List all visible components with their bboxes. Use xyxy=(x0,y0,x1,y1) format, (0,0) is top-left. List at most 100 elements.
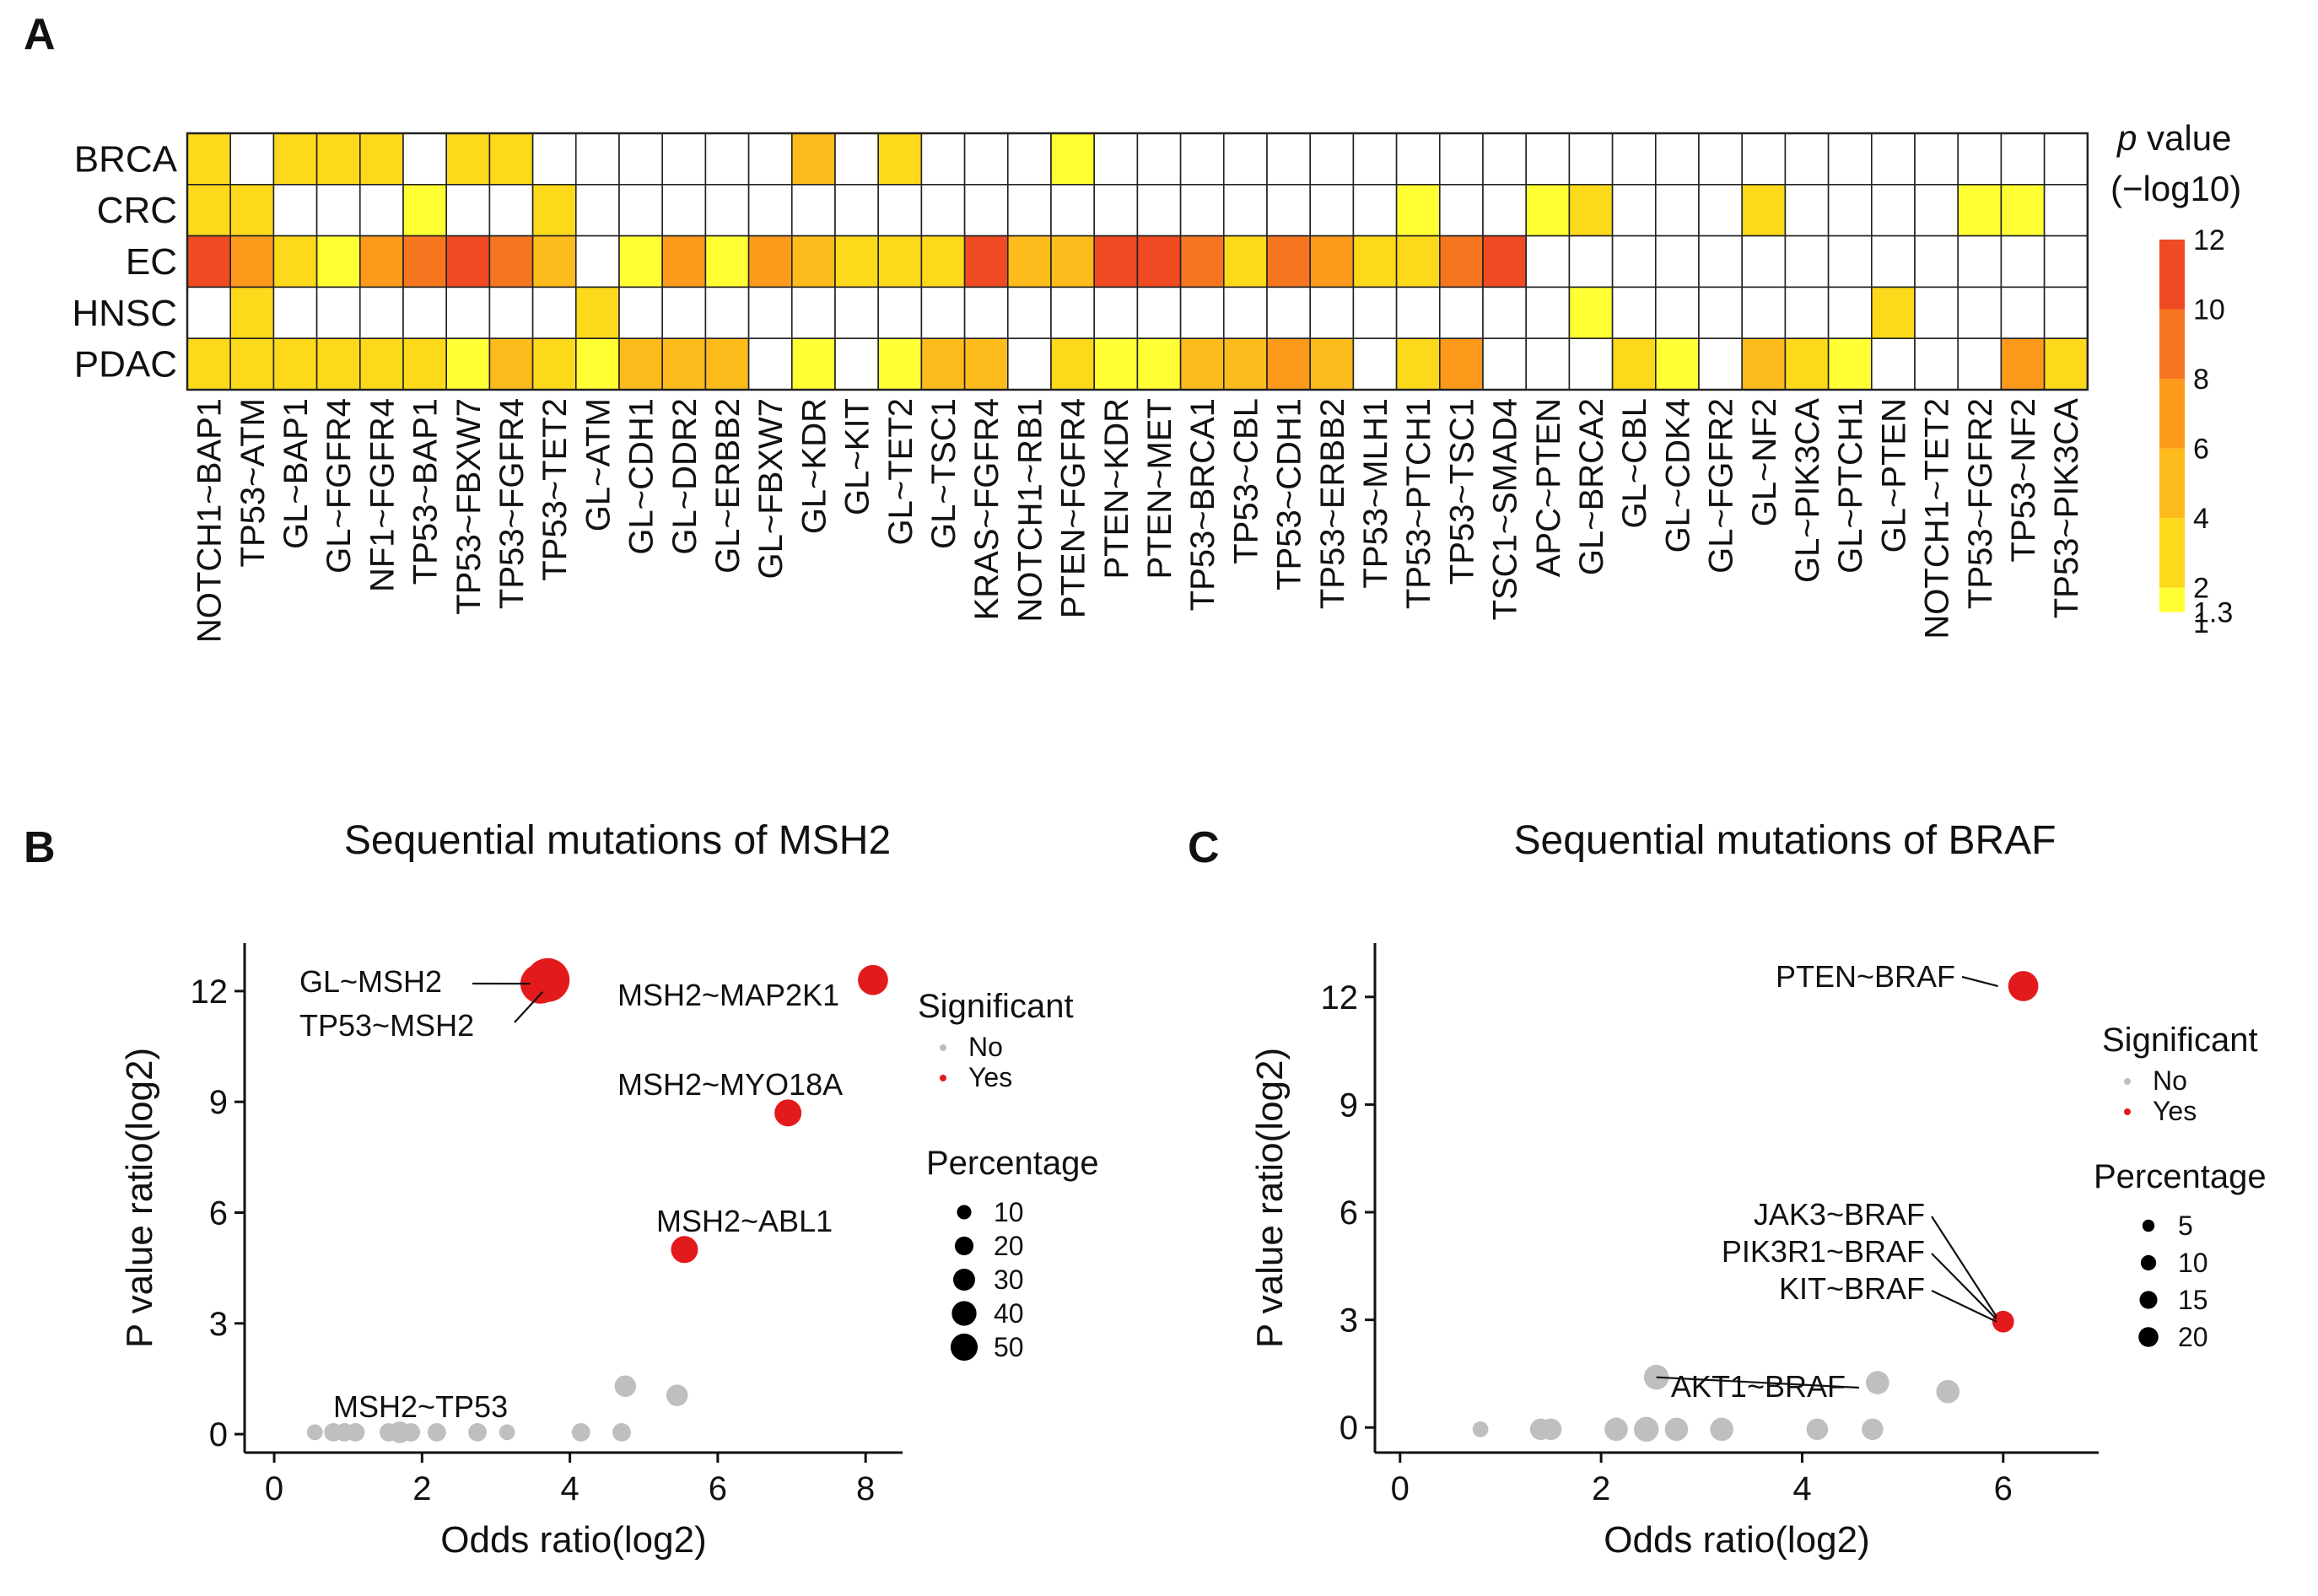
x-tick-label: 4 xyxy=(560,1470,579,1507)
heatmap-cell-crc-33 xyxy=(1611,184,1657,237)
heatmap-cell-ec-18 xyxy=(963,235,1009,288)
heatmap-cell-crc-16 xyxy=(877,184,923,237)
x-tick-label: 4 xyxy=(1792,1470,1811,1507)
heatmap-column-label: GL~CDH1 xyxy=(623,398,660,555)
legend-tick-label: 8 xyxy=(2193,364,2209,396)
heatmap-cell-pdac-6 xyxy=(445,337,491,391)
legend-significance-label: No xyxy=(2153,1065,2187,1096)
heatmap-cell-hnsc-30 xyxy=(1482,286,1528,339)
legend-tick-label: 6 xyxy=(2193,434,2209,466)
heatmap-cell-ec-20 xyxy=(1050,235,1096,288)
heatmap-cell-crc-13 xyxy=(747,184,793,237)
heatmap-cell-crc-25 xyxy=(1266,184,1312,237)
data-point xyxy=(858,964,888,995)
heatmap-cell-brca-43 xyxy=(2043,132,2089,186)
legend-significance-key xyxy=(2124,1078,2131,1085)
heatmap-cell-brca-23 xyxy=(1179,132,1225,186)
heatmap-cell-ec-2 xyxy=(272,235,318,288)
panel-letter-c: C xyxy=(1188,823,1220,872)
heatmap-cell-crc-10 xyxy=(618,184,664,237)
y-tick-label: 12 xyxy=(1321,979,1359,1016)
heatmap-cell-brca-10 xyxy=(618,132,664,186)
legend-significance-key xyxy=(940,1044,946,1051)
heatmap-cell-crc-19 xyxy=(1007,184,1052,237)
heatmap-cell-ec-14 xyxy=(790,235,836,288)
point-label: KIT~BRAF xyxy=(1779,1271,1925,1306)
heatmap-cell-hnsc-41 xyxy=(1957,286,2003,339)
heatmap-column-label: TP53~FGFR2 xyxy=(1962,398,1999,609)
heatmap-cell-hnsc-18 xyxy=(963,286,1009,339)
heatmap-column-label: TP53~ERBB2 xyxy=(1314,398,1351,609)
heatmap-cell-pdac-42 xyxy=(2000,337,2046,391)
panel-letter-a: A xyxy=(24,10,56,59)
heatmap-cell-pdac-23 xyxy=(1179,337,1225,391)
y-tick-label: 0 xyxy=(1340,1410,1358,1447)
heatmap-column-label: NOTCH1~RB1 xyxy=(1011,398,1048,623)
heatmap-cell-pdac-28 xyxy=(1395,337,1441,391)
legend-size-label: 10 xyxy=(994,1197,1024,1227)
heatmap-cell-hnsc-20 xyxy=(1050,286,1096,339)
heatmap-column-label: TP53~BRCA1 xyxy=(1184,398,1221,611)
heatmap-cell-pdac-8 xyxy=(531,337,577,391)
heatmap-cell-pdac-15 xyxy=(834,337,880,391)
heatmap-cell-brca-17 xyxy=(920,132,966,186)
heatmap-cell-pdac-9 xyxy=(574,337,620,391)
heatmap-cell-crc-29 xyxy=(1439,184,1484,237)
heatmap-cell-brca-3 xyxy=(315,132,361,186)
heatmap-column-label: NOTCH1~BAP1 xyxy=(191,398,229,643)
legend-size-key xyxy=(950,1333,978,1361)
heatmap-cell-hnsc-3 xyxy=(315,286,361,339)
heatmap-cell-ec-7 xyxy=(488,235,534,288)
heatmap-cell-brca-25 xyxy=(1266,132,1312,186)
heatmap-cell-ec-24 xyxy=(1223,235,1268,288)
heatmap-cell-crc-27 xyxy=(1352,184,1398,237)
heatmap-cell-ec-34 xyxy=(1655,235,1700,288)
heatmap-cell-crc-14 xyxy=(790,184,836,237)
heatmap-cell-brca-12 xyxy=(704,132,750,186)
heatmap-cell-pdac-30 xyxy=(1482,337,1528,391)
y-tick-label: 12 xyxy=(191,973,229,1011)
heatmap-cell-ec-39 xyxy=(1871,235,1916,288)
heatmap-cell-brca-42 xyxy=(2000,132,2046,186)
heatmap-cell-crc-12 xyxy=(704,184,750,237)
point-label: MSH2~MYO18A xyxy=(617,1067,843,1102)
legend-significance-label: Yes xyxy=(968,1062,1012,1092)
point-label: GL~MSH2 xyxy=(299,964,442,999)
legend-size-key xyxy=(2140,1254,2157,1271)
heatmap-cell-ec-23 xyxy=(1179,235,1225,288)
heatmap-column-label: TP53~TSC1 xyxy=(1443,398,1480,585)
heatmap-column-label: GL~CBL xyxy=(1616,398,1653,529)
data-point xyxy=(468,1422,487,1442)
legend-title-line2: (−log10) xyxy=(2110,169,2241,208)
heatmap-cell-brca-8 xyxy=(531,132,577,186)
legend-size-label: 5 xyxy=(2178,1210,2193,1241)
legend-color-band xyxy=(2159,587,2185,612)
heatmap-cell-hnsc-37 xyxy=(1784,286,1830,339)
legend-title-rest: value xyxy=(2137,118,2231,158)
heatmap-cell-pdac-40 xyxy=(1914,337,1960,391)
heatmap-column-label: TSC1~SMAD4 xyxy=(1487,398,1524,620)
heatmap-cell-ec-40 xyxy=(1914,235,1960,288)
label-leader-line xyxy=(1931,1253,1997,1320)
heatmap-cell-brca-20 xyxy=(1050,132,1096,186)
heatmap-cell-ec-36 xyxy=(1741,235,1787,288)
heatmap-column-label: GL~NF2 xyxy=(1746,398,1783,526)
x-tick-label: 2 xyxy=(1592,1470,1610,1507)
y-tick-label: 9 xyxy=(1340,1086,1358,1124)
legend-significance-title: Significant xyxy=(918,988,1074,1025)
data-point xyxy=(1604,1417,1628,1442)
legend-significance-key xyxy=(940,1075,946,1081)
heatmap-cell-pdac-0 xyxy=(186,337,232,391)
heatmap-column-label: TP53~FGFR4 xyxy=(493,398,531,609)
heatmap-cell-brca-28 xyxy=(1395,132,1441,186)
heatmap-cell-ec-29 xyxy=(1439,235,1484,288)
point-label: MSH2~MAP2K1 xyxy=(617,978,839,1012)
heatmap-cell-brca-36 xyxy=(1741,132,1787,186)
heatmap-cell-hnsc-1 xyxy=(229,286,275,339)
heatmap-cell-pdac-10 xyxy=(618,337,664,391)
data-point xyxy=(671,1236,698,1264)
heatmap-cell-pdac-12 xyxy=(704,337,750,391)
heatmap-cell-crc-2 xyxy=(272,184,318,237)
heatmap-cell-brca-18 xyxy=(963,132,1009,186)
heatmap-cell-pdac-14 xyxy=(790,337,836,391)
